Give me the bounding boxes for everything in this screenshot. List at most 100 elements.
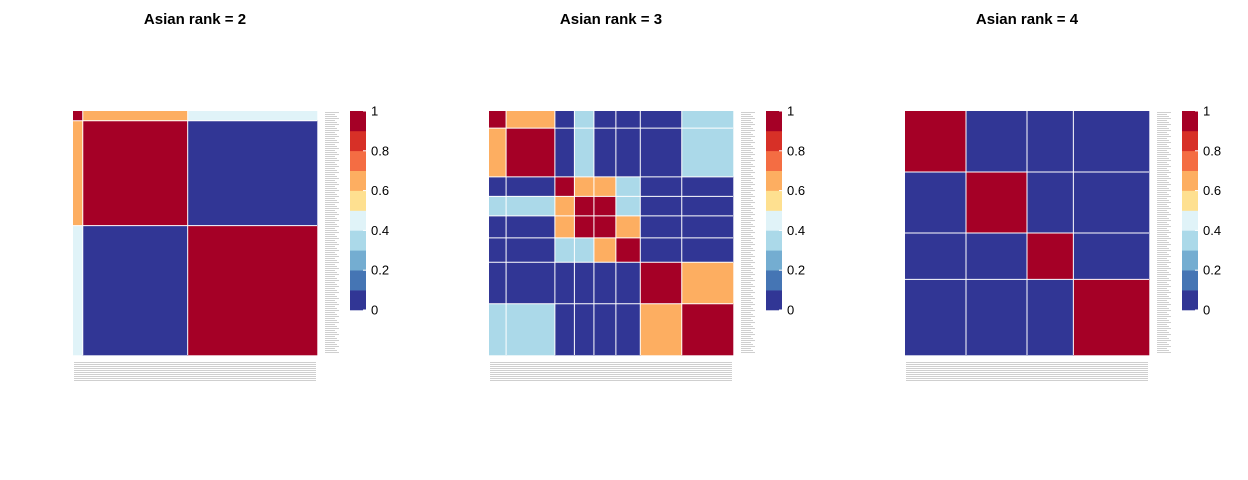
- heatmap-cell: [615, 111, 641, 129]
- heatmap-cell: [82, 225, 188, 356]
- heatmap-cell: [681, 237, 734, 263]
- heatmap-cell: [554, 215, 575, 239]
- colorbar-tick-label: 0.4: [1203, 223, 1221, 238]
- heatmap-panel-3: Asian rank = 4 0 0.2 0.4 0.6 0.8 1: [905, 11, 1221, 381]
- heatmap-cell: [615, 237, 641, 263]
- heatmap-cell: [966, 172, 1028, 234]
- heatmap-cell: [615, 176, 641, 197]
- colorbar-tick-label: 0.8: [1203, 143, 1221, 158]
- heatmap-cell: [82, 111, 188, 122]
- heatmap-cell: [489, 176, 507, 197]
- colorbar-tick-label: 0.6: [787, 183, 805, 198]
- colorbar-swatch: [350, 190, 366, 211]
- heatmap-cell: [593, 262, 617, 305]
- heatmap-cell: [681, 128, 734, 178]
- colorbar-swatch: [1182, 111, 1198, 132]
- heatmap-cell: [681, 176, 734, 197]
- heatmap-cell: [681, 303, 734, 356]
- heatmap-cell: [554, 303, 575, 356]
- colorbar-swatch: [350, 130, 366, 152]
- heatmap-title: Asian rank = 4: [976, 11, 1079, 28]
- colorbar-swatch: [1182, 170, 1198, 191]
- heatmap-cell: [640, 176, 683, 197]
- colorbar-swatch: [1182, 130, 1198, 152]
- heatmap-cell: [489, 215, 507, 239]
- colorbar-swatch: [766, 290, 782, 311]
- heatmap-cell: [593, 215, 617, 239]
- heatmap-cell: [489, 111, 507, 129]
- heatmap-cell: [1073, 279, 1150, 356]
- heatmap-title: Asian rank = 2: [144, 11, 246, 28]
- colorbar-swatch: [766, 111, 782, 132]
- column-sample-labels: [490, 362, 732, 381]
- row-sample-labels: [325, 112, 339, 353]
- colorbar-swatch: [766, 210, 782, 231]
- heatmap-cell: [489, 128, 507, 178]
- heatmap-cell: [574, 176, 595, 197]
- colorbar-swatch: [1182, 210, 1198, 231]
- heatmap-cell: [554, 176, 575, 197]
- heatmap-cell: [1027, 279, 1074, 356]
- heatmap-cell: [574, 215, 595, 239]
- column-sample-labels: [906, 362, 1148, 381]
- colorbar: 0 0.2 0.4 0.6 0.8 1: [350, 104, 389, 318]
- heatmap-cell: [905, 111, 967, 173]
- heatmap-cell: [1027, 111, 1074, 173]
- heatmap-cell: [574, 262, 595, 305]
- heatmap-cell: [681, 262, 734, 305]
- heatmap-cell: [593, 176, 617, 197]
- colorbar-swatch: [766, 250, 782, 271]
- heatmap-cell: [554, 262, 575, 305]
- colorbar-swatch: [766, 270, 782, 291]
- colorbar-tick-label: 0.4: [787, 223, 805, 238]
- heatmap-cell: [554, 111, 575, 129]
- heatmap-cell: [506, 176, 556, 197]
- heatmap-cell: [966, 233, 1028, 280]
- colorbar-tick-label: 0.6: [1203, 183, 1221, 198]
- heatmap-cell: [593, 111, 617, 129]
- heatmap-cell: [554, 196, 575, 217]
- heatmap-cell: [187, 120, 318, 226]
- colorbar-swatch: [766, 170, 782, 191]
- heatmap-title: Asian rank = 3: [560, 11, 662, 28]
- colorbar-swatch: [766, 190, 782, 211]
- heatmap-cell: [506, 215, 556, 239]
- heatmap-cell: [1073, 172, 1150, 234]
- heatmap-cell: [615, 128, 641, 178]
- heatmap-cell: [1027, 172, 1074, 234]
- row-sample-labels: [741, 112, 755, 353]
- colorbar-tick-label: 1: [371, 104, 378, 119]
- heatmap-cell: [506, 303, 556, 356]
- colorbar-tick-label: 0.8: [787, 143, 805, 158]
- colorbar-swatch: [766, 150, 782, 171]
- colorbar-swatch: [350, 111, 366, 132]
- heatmap-cell: [640, 262, 683, 305]
- colorbar-swatch: [350, 230, 366, 251]
- colorbar-tick-label: 0: [371, 303, 378, 318]
- heatmap-cell: [187, 111, 318, 122]
- heatmap-cell: [615, 196, 641, 217]
- heatmap-cell: [82, 120, 188, 226]
- heatmap-cell: [554, 237, 575, 263]
- heatmap-cell: [966, 111, 1028, 173]
- heatmap-cell: [489, 303, 507, 356]
- colorbar-swatch: [350, 210, 366, 231]
- heatmap-cell: [506, 128, 556, 178]
- colorbar-tick-label: 1: [1203, 104, 1210, 119]
- heatmap-cell: [506, 262, 556, 305]
- colorbar-swatch: [350, 290, 366, 311]
- heatmap-panel-2: Asian rank = 3 0 0.2 0.4 0.6 0.8 1: [489, 11, 805, 381]
- heatmap-cell: [1073, 111, 1150, 173]
- colorbar-swatch: [1182, 190, 1198, 211]
- colorbar-tick-label: 0.2: [1203, 263, 1221, 278]
- heatmap-cell: [905, 279, 967, 356]
- heatmap-cell: [506, 111, 556, 129]
- heatmap-cell: [640, 128, 683, 178]
- colorbar-tick-label: 0.4: [371, 223, 389, 238]
- heatmap-cell: [593, 196, 617, 217]
- heatmap-cell: [1027, 233, 1074, 280]
- heatmap-cell: [640, 196, 683, 217]
- colorbar-tick-label: 1: [787, 104, 794, 119]
- colorbar-swatch: [1182, 150, 1198, 171]
